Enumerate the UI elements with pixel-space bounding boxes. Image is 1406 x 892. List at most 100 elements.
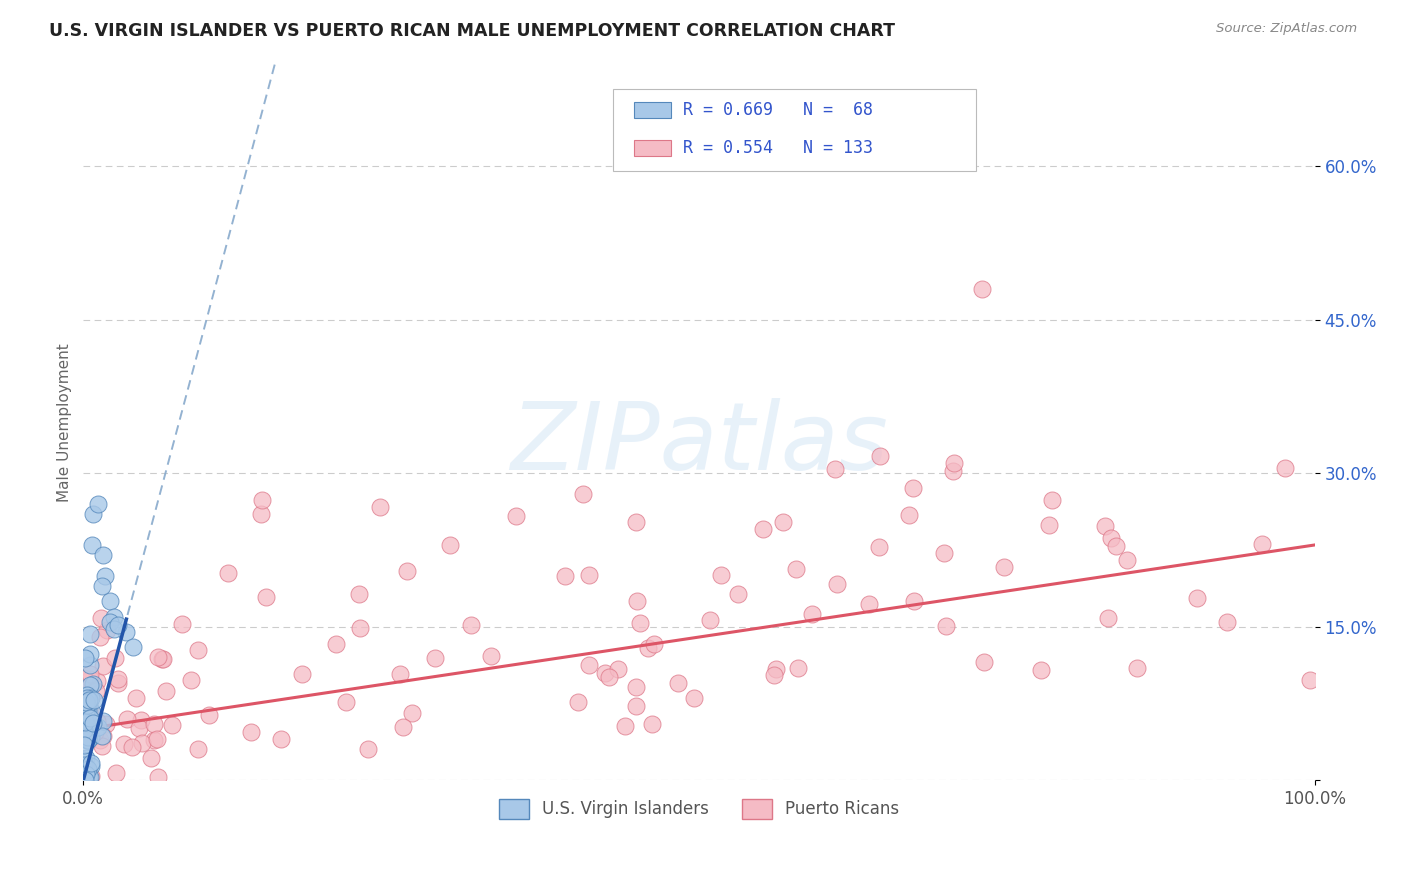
Point <box>593 666 616 681</box>
Point <box>80 769 103 783</box>
Text: Source: ZipAtlas.com: Source: ZipAtlas.com <box>1216 22 1357 36</box>
Point <box>765 662 787 676</box>
Point <box>347 587 370 601</box>
Point <box>785 562 807 576</box>
Point <box>77 732 100 747</box>
Point <box>80 538 103 552</box>
Legend: U.S. Virgin Islanders, Puerto Ricans: U.S. Virgin Islanders, Puerto Ricans <box>492 792 907 826</box>
Point <box>75 723 97 737</box>
Point <box>751 522 773 536</box>
Point <box>567 695 589 709</box>
Point <box>83 724 105 739</box>
Point <box>131 736 153 750</box>
Point <box>239 725 262 739</box>
Point <box>75 760 97 774</box>
Point <box>86 714 108 728</box>
Point <box>270 731 292 746</box>
Point <box>858 597 880 611</box>
Point <box>80 730 103 744</box>
Point <box>73 738 96 752</box>
Point <box>76 731 98 746</box>
Point <box>80 759 103 773</box>
Point <box>91 714 114 729</box>
Point <box>79 714 101 728</box>
Point <box>683 691 706 706</box>
Point <box>401 706 423 720</box>
Point <box>82 508 104 522</box>
Point <box>80 705 103 719</box>
Point <box>75 698 97 713</box>
Point <box>800 607 823 621</box>
Point <box>392 720 415 734</box>
Point <box>100 594 122 608</box>
Point <box>172 617 194 632</box>
Point <box>90 730 112 744</box>
Point <box>104 651 127 665</box>
Point <box>72 753 94 767</box>
Point <box>94 716 117 731</box>
Point <box>572 487 595 501</box>
Point <box>79 626 101 640</box>
Point <box>368 500 391 515</box>
Point <box>1099 531 1122 545</box>
Point <box>250 507 273 521</box>
Point <box>73 721 96 735</box>
Point <box>84 719 107 733</box>
Point <box>993 560 1015 574</box>
Point <box>76 717 98 731</box>
Point <box>942 464 965 478</box>
Point <box>73 694 96 708</box>
Point <box>217 566 239 580</box>
Point <box>624 680 647 694</box>
Point <box>727 586 749 600</box>
Point <box>388 667 411 681</box>
Point <box>903 481 925 495</box>
Point <box>897 508 920 522</box>
Point <box>578 568 600 582</box>
Point <box>83 693 105 707</box>
Point <box>76 732 98 747</box>
Point <box>425 650 447 665</box>
Point <box>115 624 138 639</box>
Point <box>76 733 98 747</box>
Point <box>89 630 111 644</box>
Point <box>143 717 166 731</box>
Point <box>76 762 98 776</box>
Point <box>75 706 97 721</box>
Point <box>73 759 96 773</box>
Point <box>972 282 994 296</box>
Point <box>76 731 98 745</box>
Point <box>76 689 98 703</box>
Point <box>96 623 118 637</box>
Point <box>107 675 129 690</box>
Point <box>79 673 101 687</box>
Point <box>1105 539 1128 553</box>
Point <box>91 548 114 562</box>
Point <box>641 717 664 731</box>
Point <box>82 677 104 691</box>
Point <box>903 593 925 607</box>
Point <box>146 770 169 784</box>
Point <box>180 673 202 687</box>
Point <box>1215 615 1237 630</box>
Point <box>146 731 169 746</box>
Point <box>75 751 97 765</box>
Point <box>291 666 314 681</box>
Bar <box>634 103 671 118</box>
Point <box>104 765 127 780</box>
Point <box>628 616 651 631</box>
Point <box>1094 519 1116 533</box>
Point <box>76 701 98 715</box>
Point <box>626 594 648 608</box>
Point <box>578 658 600 673</box>
Point <box>1185 591 1208 605</box>
Point <box>100 615 122 629</box>
Text: ZIPatlas: ZIPatlas <box>510 398 889 489</box>
Point <box>77 691 100 706</box>
Point <box>139 751 162 765</box>
Point <box>1126 661 1149 675</box>
Point <box>1097 611 1119 625</box>
Point <box>90 579 112 593</box>
Point <box>103 609 125 624</box>
Point <box>128 721 150 735</box>
